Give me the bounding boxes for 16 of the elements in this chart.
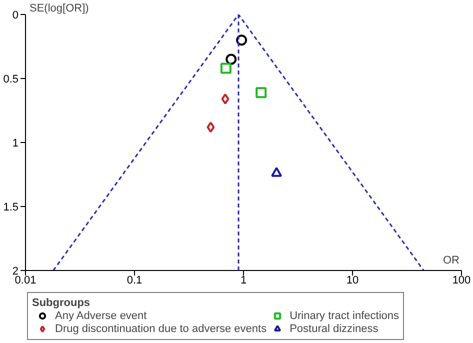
x-tick-label: 10 [346, 274, 359, 286]
x-tick-label: 0.01 [14, 274, 36, 286]
x-axis-title: OR [443, 254, 460, 266]
legend-label: Urinary tract infections [290, 309, 400, 322]
y-tick-label: 0.5 [3, 74, 19, 86]
x-tick-label: 1 [240, 274, 247, 286]
legend-label: Drug discontinuation due to adverse events [55, 322, 267, 335]
x-tick-label: 100 [452, 274, 471, 286]
legend-title: Subgroups [32, 297, 92, 309]
y-tick-label: 0 [12, 10, 19, 22]
legend-label: Any Adverse event [55, 309, 147, 322]
x-tick-label: 0.1 [126, 274, 142, 286]
y-axis-title: SE(log[OR]) [30, 2, 89, 14]
legend-label: Postural dizziness [290, 322, 378, 335]
y-tick-label: 1 [12, 138, 19, 150]
y-tick-label: 1.5 [3, 202, 19, 214]
